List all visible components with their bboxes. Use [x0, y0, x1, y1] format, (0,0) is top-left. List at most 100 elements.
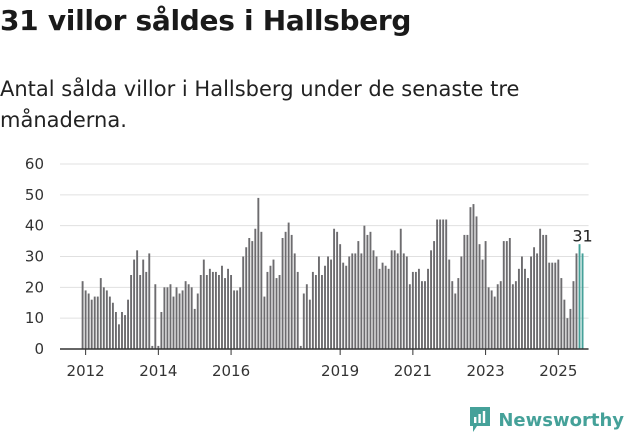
bar — [330, 259, 333, 349]
bar — [145, 271, 148, 349]
bar — [336, 231, 339, 349]
bar — [296, 271, 299, 349]
bar — [81, 281, 84, 349]
x-tick-label: 2025 — [539, 362, 577, 380]
bar — [408, 284, 411, 349]
bar — [308, 299, 311, 349]
bar — [175, 287, 178, 349]
bar — [321, 275, 323, 349]
annotations: 31 — [572, 226, 592, 245]
bar — [93, 296, 96, 349]
bar — [266, 271, 269, 349]
bar — [263, 296, 266, 349]
bar — [566, 318, 569, 349]
x-axis: 2012 2014 2016 2019 2021 2023 2025 — [60, 348, 589, 380]
bar — [427, 268, 429, 349]
bar — [157, 345, 160, 349]
bar — [348, 256, 351, 349]
bar — [402, 253, 405, 349]
bar — [484, 241, 487, 349]
bar — [345, 265, 348, 349]
y-tick-label: 30 — [25, 248, 44, 266]
bar — [539, 228, 542, 349]
bar — [199, 275, 202, 349]
bar — [572, 281, 575, 349]
bar — [227, 268, 229, 349]
bar — [487, 287, 490, 349]
bar — [327, 256, 329, 349]
bar — [560, 278, 563, 349]
bar — [369, 231, 372, 349]
bar — [514, 281, 517, 349]
y-axis-labels: 0 10 20 30 40 50 60 — [25, 155, 44, 358]
bar — [221, 265, 223, 349]
bar — [421, 281, 423, 349]
x-tick-label: 2019 — [321, 362, 359, 380]
bar — [124, 315, 126, 349]
y-tick-label: 50 — [25, 186, 44, 204]
bar — [96, 296, 99, 349]
bar — [251, 241, 254, 349]
bar — [108, 296, 111, 349]
bar — [445, 219, 448, 349]
bar — [172, 296, 175, 349]
bar — [275, 278, 278, 349]
bar — [493, 296, 496, 349]
bar — [299, 345, 302, 349]
bar — [417, 268, 420, 349]
bar — [411, 271, 414, 349]
chart-subtitle: Antal sålda villor i Hallsberg under de … — [0, 77, 520, 132]
brand-name: Newsworthy — [498, 409, 624, 431]
bar — [142, 259, 145, 349]
bar — [387, 268, 390, 349]
bar — [451, 281, 454, 349]
bar — [242, 256, 245, 349]
bar — [381, 262, 384, 349]
bar — [166, 287, 169, 349]
bar — [193, 308, 196, 349]
bar — [224, 278, 226, 349]
bar — [118, 324, 120, 349]
bar — [363, 225, 366, 349]
x-tick-label: 2012 — [67, 362, 105, 380]
bar — [536, 253, 539, 349]
y-tick-label: 40 — [25, 217, 44, 235]
bar — [469, 207, 472, 349]
bar — [272, 259, 275, 349]
bar — [527, 278, 529, 349]
bar — [233, 290, 236, 349]
bar — [463, 234, 466, 349]
bar — [542, 234, 545, 349]
newsworthy-icon — [470, 407, 491, 432]
bar — [439, 219, 442, 349]
bar — [214, 271, 217, 349]
bar — [102, 287, 105, 349]
bar — [390, 250, 393, 349]
bar — [508, 238, 511, 349]
bar — [433, 241, 436, 349]
y-tick-label: 0 — [34, 340, 44, 358]
bar — [517, 268, 520, 349]
bar — [87, 293, 90, 349]
bar — [472, 204, 475, 349]
bar — [545, 234, 548, 349]
bar — [133, 259, 136, 349]
bar — [205, 275, 208, 349]
bar — [424, 281, 426, 349]
bar — [169, 284, 172, 349]
bar — [511, 284, 514, 349]
bar — [127, 299, 129, 349]
bar — [139, 275, 142, 349]
bar — [163, 287, 166, 349]
bar — [563, 299, 566, 349]
bar — [466, 234, 469, 349]
bar — [121, 312, 123, 349]
bar — [551, 262, 554, 349]
bar — [178, 293, 181, 349]
bar — [448, 259, 451, 349]
last-value-label: 31 — [572, 226, 592, 245]
bar — [202, 259, 205, 349]
bar — [196, 293, 199, 349]
bar — [84, 290, 87, 349]
bar — [105, 290, 108, 349]
